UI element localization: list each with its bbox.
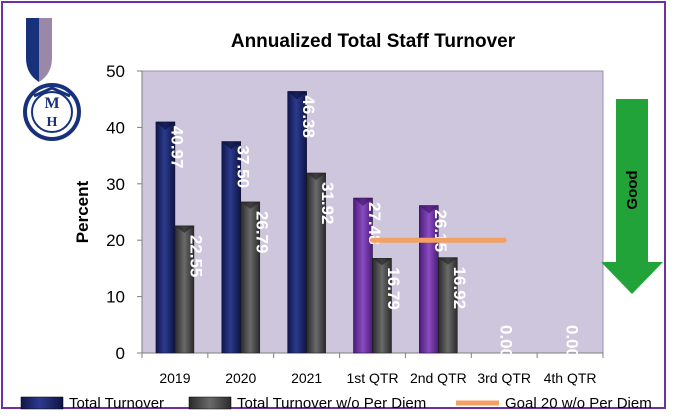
chart-title: Annualized Total Staff Turnover	[231, 31, 516, 52]
bar-cap	[221, 141, 241, 150]
data-label-without-per-diem: 26.79	[252, 211, 271, 254]
data-label-total-turnover: 40.97	[167, 126, 186, 169]
legend-swatch-total	[20, 396, 64, 410]
data-label-without-per-diem: 16.92	[450, 267, 469, 310]
y-tick-label: 0	[116, 344, 125, 363]
x-tick-label: 2019	[159, 370, 190, 386]
data-label-total-turnover: 0.00	[563, 325, 582, 358]
svg-text:M: M	[44, 95, 59, 112]
y-tick-label: 20	[106, 231, 125, 250]
bar-cap	[287, 91, 307, 100]
legend-label-goal: Goal 20 w/o Per Diem	[505, 395, 652, 412]
y-axis: 0 10 20 30 40 50	[106, 62, 143, 363]
bar-cap	[240, 201, 260, 209]
bar-cap	[353, 198, 373, 207]
data-label-without-per-diem: 22.55	[186, 235, 205, 278]
arrow-down-icon	[601, 99, 663, 294]
data-label-without-per-diem: 31.92	[318, 182, 337, 225]
bar-cap	[372, 258, 392, 266]
legend: Total Turnover Total Turnover w/o Per Di…	[20, 395, 652, 412]
legend-label-without-per-diem: Total Turnover w/o Per Diem	[237, 395, 426, 412]
legend-swatch-without-per-diem	[188, 396, 232, 410]
logo: M H	[23, 18, 81, 141]
x-tick-label: 3rd QTR	[477, 370, 531, 386]
bar-cap	[419, 205, 439, 214]
x-tick-label: 2020	[225, 370, 256, 386]
y-tick-label: 50	[106, 62, 125, 81]
x-tick-label: 1st QTR	[346, 370, 398, 386]
x-tick-label: 4th QTR	[544, 370, 597, 386]
bar-cap	[438, 257, 458, 265]
x-axis: 2019 2020 2021 1st QTR 2nd QTR 3rd QTR 4th QTR	[141, 352, 604, 386]
y-tick-label: 40	[106, 118, 125, 137]
data-label-total-turnover: 37.50	[233, 146, 252, 189]
data-labels: 40.97 22.55 37.50 26.79 46.38 31.92 27.48 16.79…	[167, 95, 581, 358]
x-tick-label: 2nd QTR	[410, 370, 467, 386]
y-tick-label: 10	[106, 288, 125, 307]
bars	[155, 91, 458, 354]
good-arrow: Good	[601, 99, 663, 294]
legend-label-total: Total Turnover	[69, 395, 164, 412]
svg-text:H: H	[47, 115, 58, 130]
data-label-total-turnover: 27.48	[365, 202, 384, 245]
data-label-total-turnover: 0.00	[497, 325, 516, 358]
x-tick-label: 2021	[291, 370, 322, 386]
data-label-total-turnover: 26.15	[431, 210, 450, 253]
bar-cap	[306, 172, 326, 180]
good-label: Good	[624, 170, 641, 209]
data-label-without-per-diem: 16.79	[384, 267, 403, 310]
bar-cap	[155, 121, 175, 130]
y-axis-label: Percent	[73, 180, 92, 243]
y-tick-label: 30	[106, 175, 125, 194]
bar-cap	[174, 225, 194, 233]
data-label-total-turnover: 46.38	[299, 95, 318, 138]
